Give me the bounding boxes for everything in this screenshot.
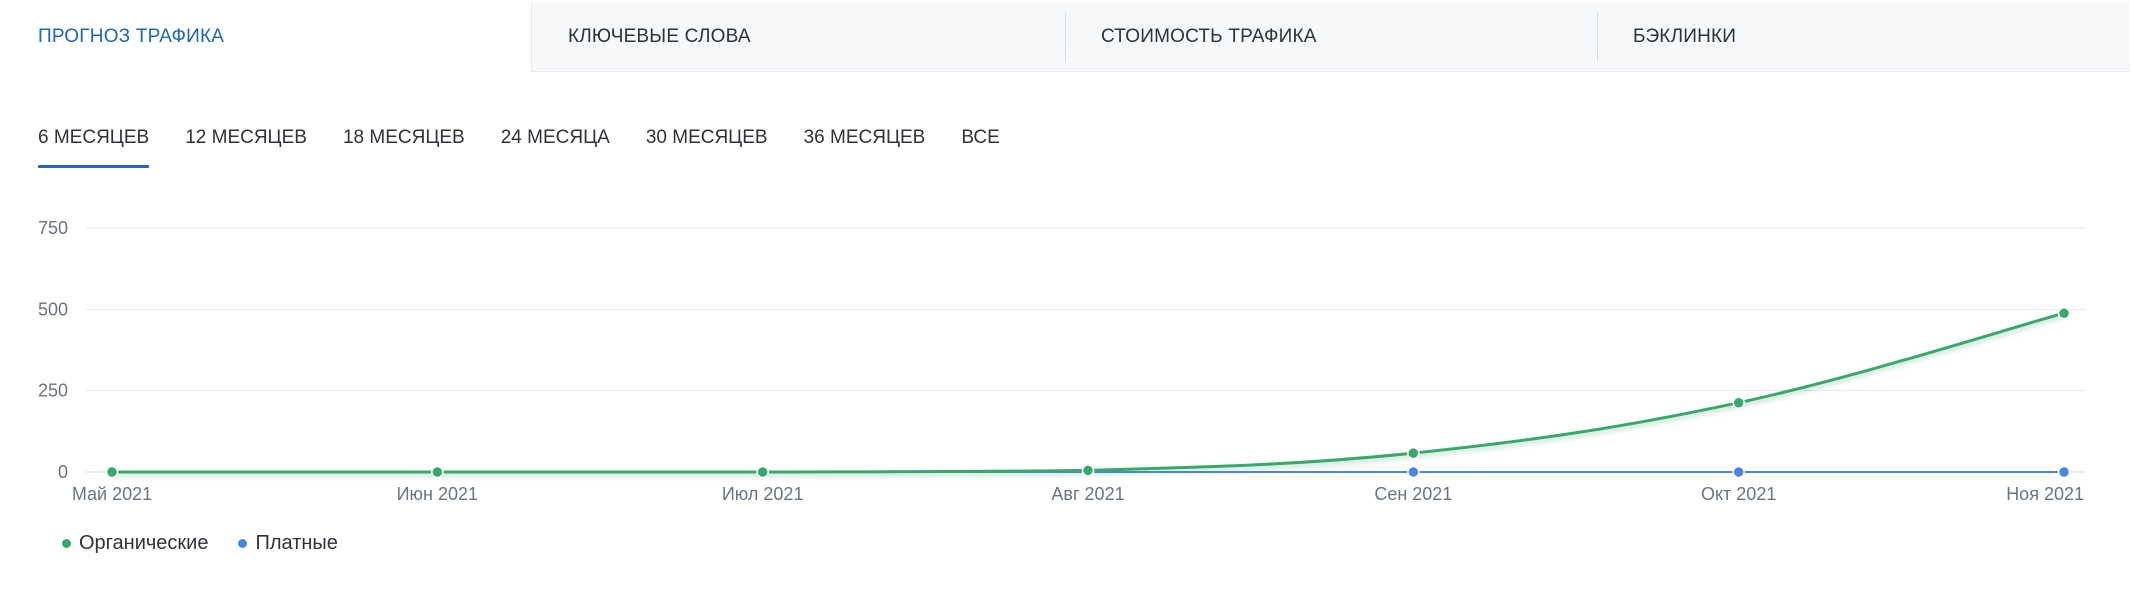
tab-backlinks[interactable]: БЭКЛИНКИ — [1597, 2, 2130, 71]
period-tab-12-months[interactable]: 12 МЕСЯЦЕВ — [185, 127, 307, 148]
y-tick-label: 250 — [38, 381, 68, 401]
data-point-paid — [1732, 465, 1745, 479]
y-tick-label: 0 — [58, 462, 68, 482]
tab-traffic-cost[interactable]: СТОИМОСТЬ ТРАФИКА — [1065, 2, 1597, 71]
data-point-organic — [756, 465, 769, 479]
period-tab-30-months[interactable]: 30 МЕСЯЦЕВ — [645, 127, 768, 148]
x-tick-label: Ноя 2021 — [2006, 484, 2084, 504]
tab-traffic-forecast[interactable]: ПРОГНОЗ ТРАФИКА — [2, 2, 532, 72]
period-tab-6-months[interactable]: 6 МЕСЯЦЕВ — [38, 118, 150, 170]
legend-item-paid[interactable]: Платные — [238, 532, 338, 555]
x-tick-label: Май 2021 — [72, 484, 152, 504]
series-line-organic — [110, 311, 2066, 474]
traffic-chart-svg: 0 250 500 750 Май 2021 Июн 2021 Июл 2021 Авг 2… — [38, 218, 2086, 504]
x-tick-label: Июл 2021 — [722, 484, 804, 504]
top-tabs: ПРОГНОЗ ТРАФИКА КЛЮЧЕВЫЕ СЛОВА СТОИМОСТЬ… — [2, 2, 2130, 72]
x-tick-label: Авг 2021 — [1051, 484, 1124, 504]
legend-dot-organic — [62, 539, 71, 548]
traffic-chart: 0 250 500 750 Май 2021 Июн 2021 Июл 2021 Авг 2… — [0, 200, 2132, 520]
tab-traffic-cost-label: СТОИМОСТЬ ТРАФИКА — [1101, 25, 1317, 47]
legend-label-paid: Платные — [255, 532, 338, 554]
chart-legend: Органические Платные — [62, 532, 368, 555]
x-tick-label: Окт 2021 — [1701, 484, 1776, 504]
legend-label-organic: Органические — [79, 532, 209, 554]
period-tabs: 6 МЕСЯЦЕВ 12 МЕСЯЦЕВ 18 МЕСЯЦЕВ 24 МЕСЯЦ… — [38, 118, 1036, 170]
y-tick-label: 500 — [38, 299, 68, 319]
legend-item-organic[interactable]: Органические — [62, 532, 208, 555]
y-tick-label: 750 — [38, 218, 68, 238]
tab-keywords-label: КЛЮЧЕВЫЕ СЛОВА — [568, 25, 751, 47]
data-point-organic — [2057, 306, 2071, 320]
data-point-organic — [1407, 446, 1420, 460]
period-tab-18-months[interactable]: 18 МЕСЯЦЕВ — [342, 127, 465, 148]
x-tick-label: Сен 2021 — [1374, 484, 1452, 504]
data-point-paid — [2057, 465, 2071, 479]
data-point-organic — [1081, 464, 1095, 477]
tab-separator — [1597, 12, 1598, 62]
x-tick-label: Июн 2021 — [397, 484, 478, 504]
data-point-organic — [431, 465, 444, 479]
tab-backlinks-label: БЭКЛИНКИ — [1633, 25, 1737, 47]
tab-traffic-forecast-label: ПРОГНОЗ ТРАФИКА — [38, 26, 225, 47]
legend-dot-paid — [238, 539, 248, 548]
tab-keywords[interactable]: КЛЮЧЕВЫЕ СЛОВА — [532, 2, 1065, 71]
tab-separator — [1065, 12, 1066, 62]
period-tab-36-months[interactable]: 36 МЕСЯЦЕВ — [803, 127, 926, 148]
period-tab-all[interactable]: ВСЕ — [961, 127, 1000, 148]
data-point-organic — [105, 465, 119, 479]
period-tab-24-months[interactable]: 24 МЕСЯЦА — [500, 127, 610, 148]
data-point-paid — [1407, 465, 1420, 479]
data-point-organic — [1732, 396, 1745, 409]
